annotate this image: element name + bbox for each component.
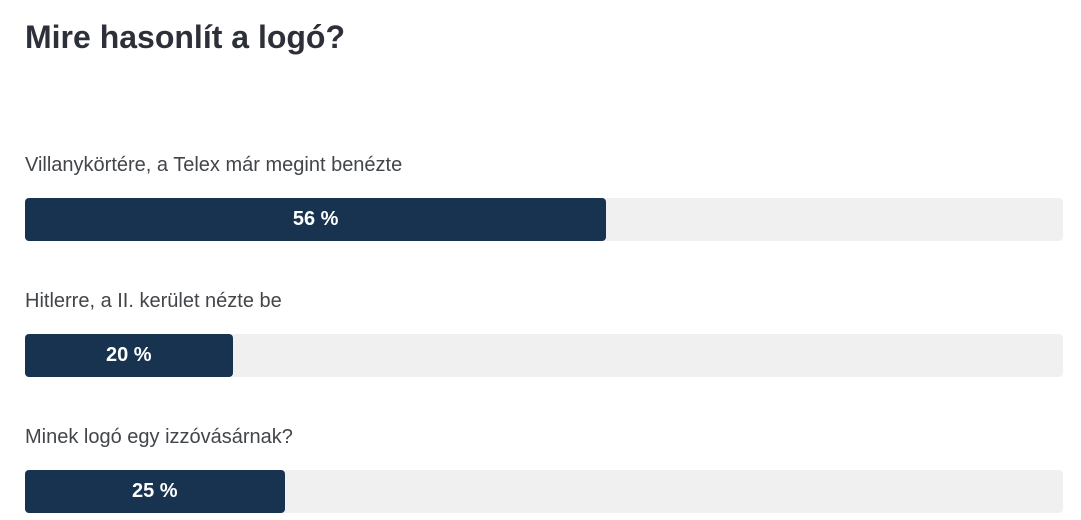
bar-fill: 20 % [25,334,233,377]
poll-option: Minek logó egy izzóvásárnak? 25 % [25,424,1063,513]
poll-title: Mire hasonlít a logó? [25,19,346,55]
bar-track: 56 % [25,198,1063,241]
bar-fill: 56 % [25,198,607,241]
option-label: Minek logó egy izzóvásárnak? [25,426,293,448]
bar-fill: 25 % [25,470,285,513]
option-label: Villanykörtére, a Telex már megint benéz… [25,154,403,176]
bar-value: 56 % [292,208,339,230]
bar-value: 25 % [131,480,178,502]
option-label: Hitlerre, a II. kerület nézte be [25,290,282,312]
poll-option: Villanykörtére, a Telex már megint benéz… [25,152,1063,241]
poll-option: Hitlerre, a II. kerület nézte be 20 % [25,288,1063,377]
bar-track: 20 % [25,334,1063,377]
bar-track: 25 % [25,470,1063,513]
bar-value: 20 % [106,344,152,366]
